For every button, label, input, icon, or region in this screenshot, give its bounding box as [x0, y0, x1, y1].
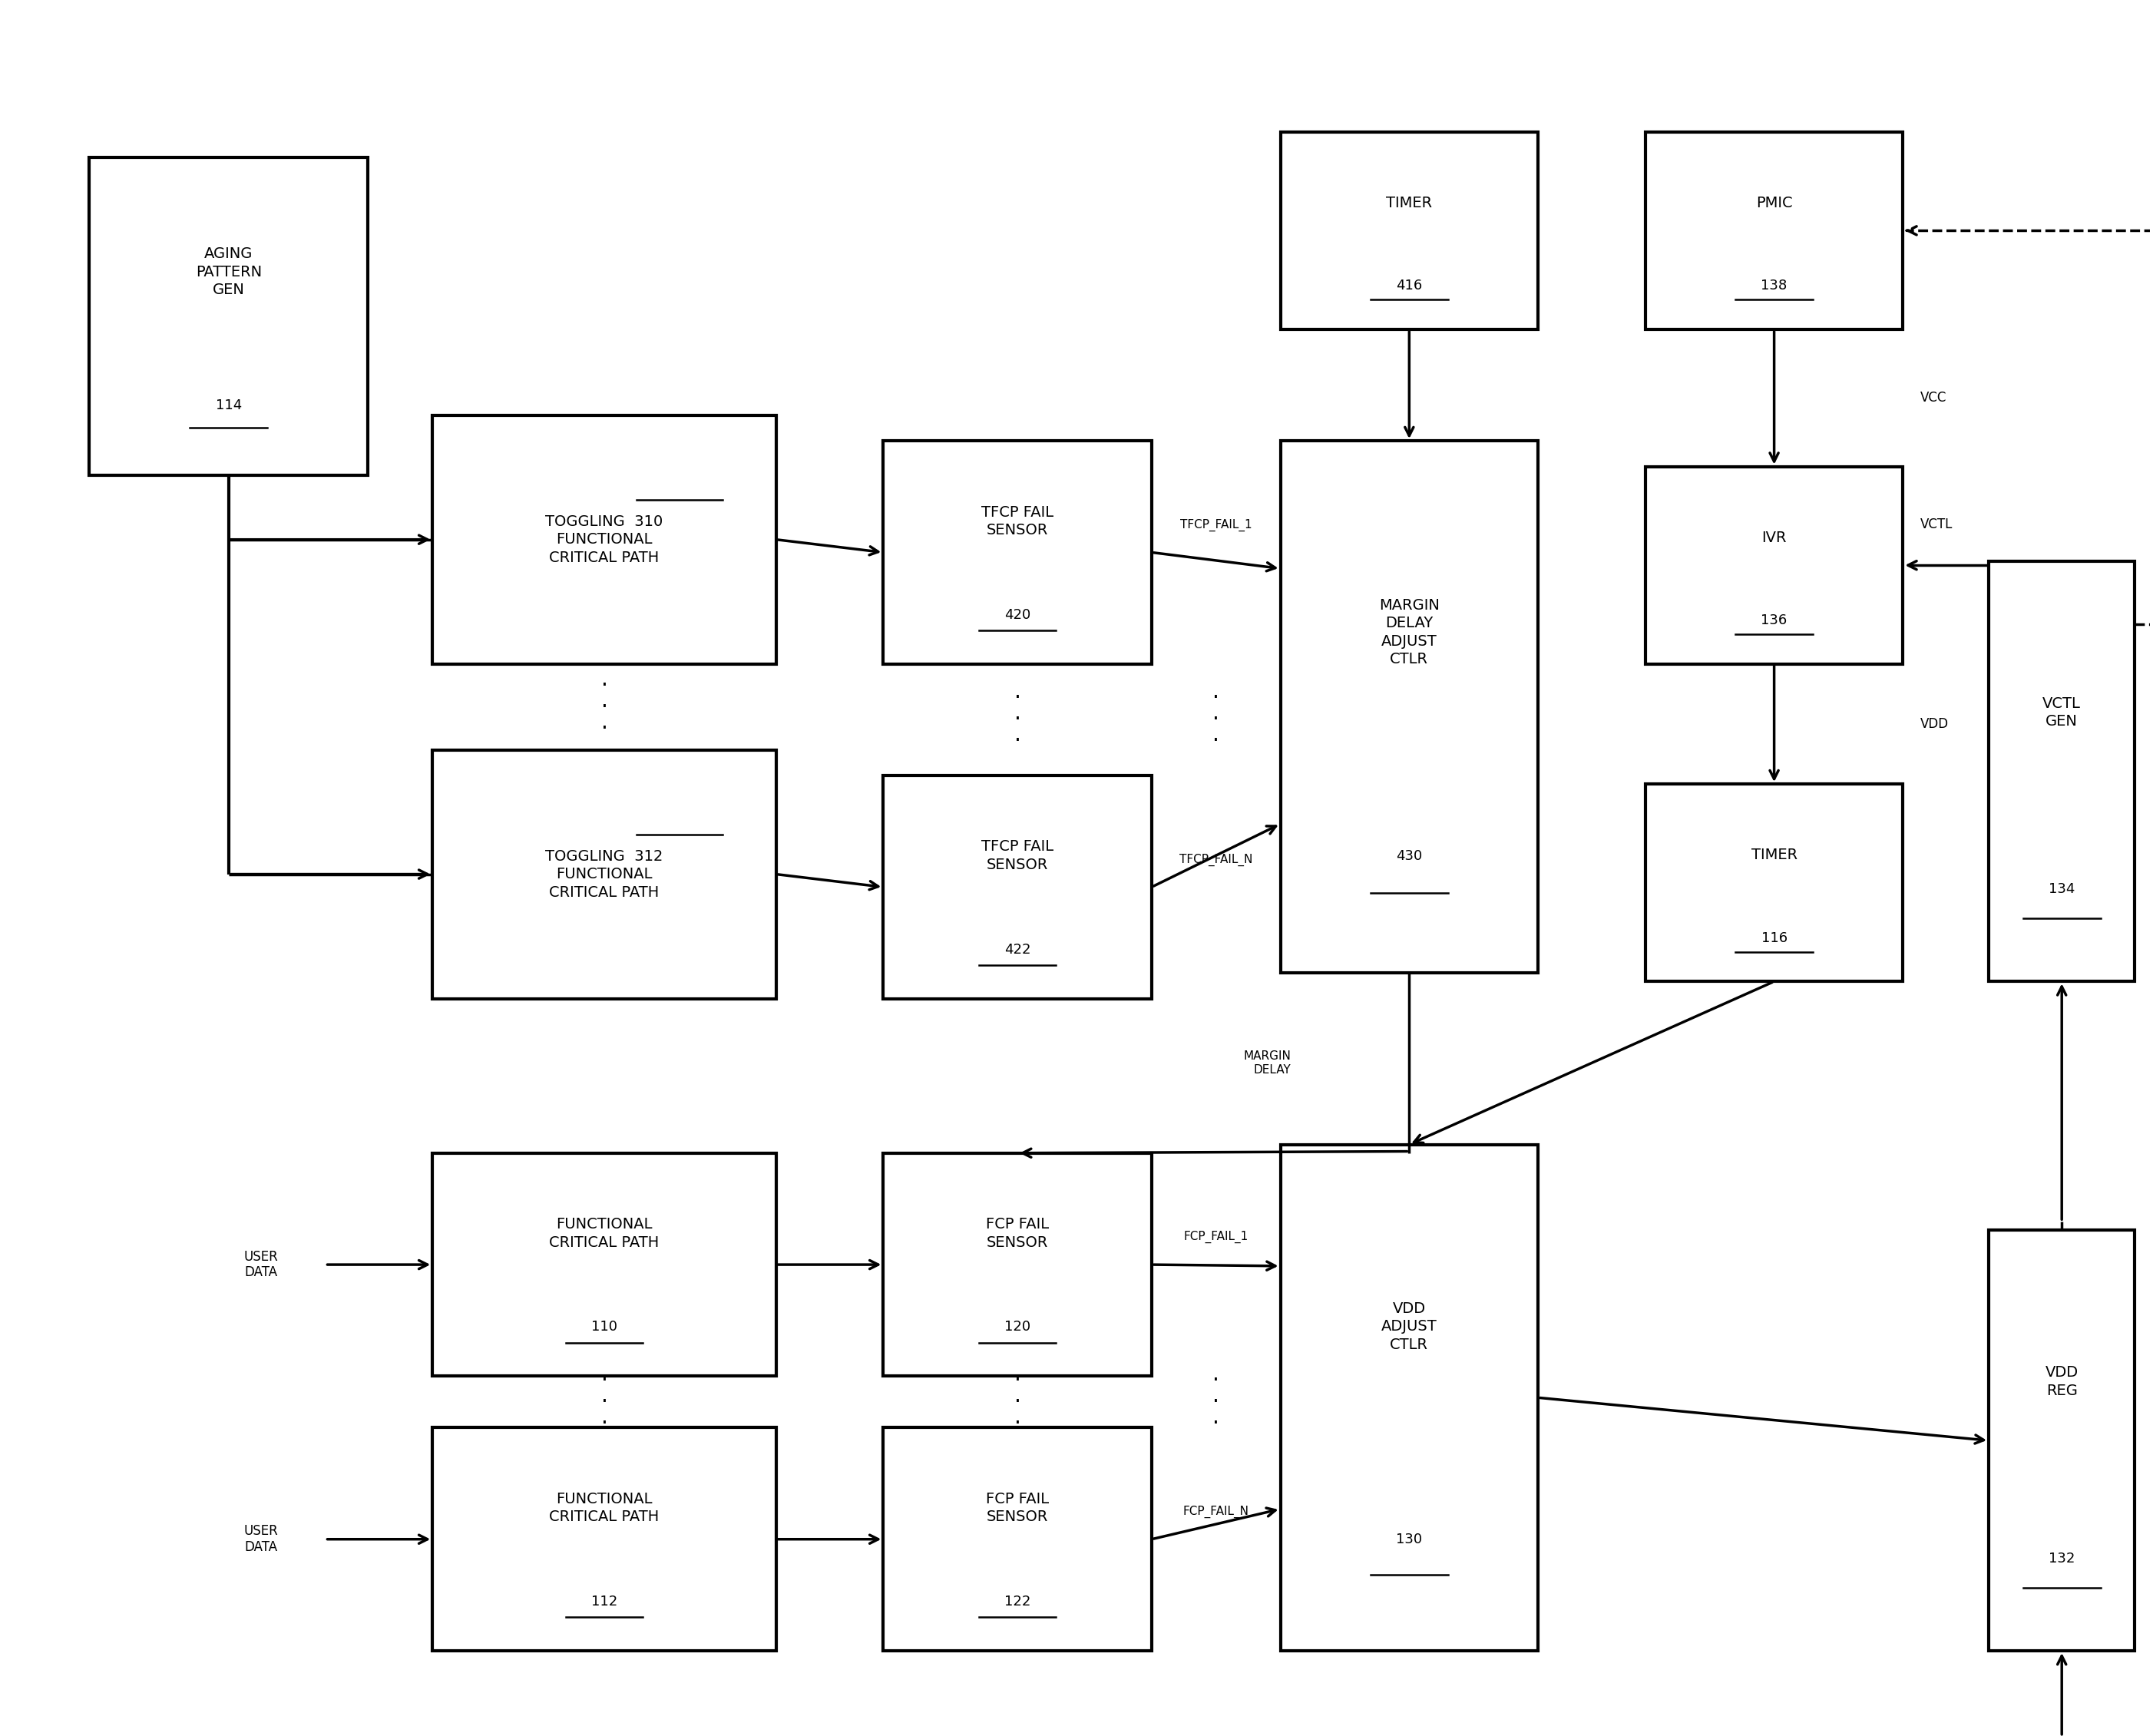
Text: TIMER: TIMER: [1387, 196, 1432, 210]
Text: VCTL: VCTL: [1920, 517, 1953, 531]
Bar: [433, 750, 775, 998]
Bar: [1281, 132, 1537, 330]
Text: PMIC: PMIC: [1757, 196, 1793, 210]
Bar: [88, 158, 368, 476]
Text: TFCP FAIL
SENSOR: TFCP FAIL SENSOR: [982, 505, 1053, 538]
Text: 422: 422: [1003, 943, 1031, 957]
Text: 420: 420: [1003, 608, 1031, 621]
Text: 116: 116: [1761, 930, 1787, 944]
Text: TFCP FAIL
SENSOR: TFCP FAIL SENSOR: [982, 840, 1053, 871]
Text: USER
DATA: USER DATA: [243, 1524, 278, 1554]
Text: 132: 132: [2050, 1552, 2075, 1566]
Bar: [433, 415, 775, 663]
Text: FCP_FAIL_1: FCP_FAIL_1: [1184, 1231, 1249, 1243]
Text: ·
·
·: · · ·: [1212, 1370, 1219, 1434]
Text: 122: 122: [1003, 1595, 1031, 1609]
Text: ·
·
·: · · ·: [601, 675, 607, 740]
Text: VDD: VDD: [1920, 717, 1948, 731]
Bar: [1989, 561, 2136, 981]
Text: FCP_FAIL_N: FCP_FAIL_N: [1182, 1505, 1249, 1517]
Text: ·
·
·: · · ·: [601, 1370, 607, 1434]
Text: FUNCTIONAL
CRITICAL PATH: FUNCTIONAL CRITICAL PATH: [549, 1217, 659, 1250]
Text: AGING
PATTERN
GEN: AGING PATTERN GEN: [196, 247, 263, 297]
Bar: [1645, 785, 1903, 981]
Text: 430: 430: [1395, 849, 1423, 863]
Text: VCTL
GEN: VCTL GEN: [2043, 696, 2082, 729]
Text: 110: 110: [592, 1319, 618, 1333]
Text: VCC: VCC: [1920, 391, 1946, 404]
Bar: [883, 441, 1152, 663]
Bar: [1989, 1231, 2136, 1651]
Text: TOGGLING  310
FUNCTIONAL
CRITICAL PATH: TOGGLING 310 FUNCTIONAL CRITICAL PATH: [545, 514, 663, 564]
Text: 120: 120: [1003, 1319, 1031, 1333]
Text: TFCP_FAIL_N: TFCP_FAIL_N: [1180, 854, 1253, 866]
Text: TOGGLING  312
FUNCTIONAL
CRITICAL PATH: TOGGLING 312 FUNCTIONAL CRITICAL PATH: [545, 849, 663, 899]
Text: USER
DATA: USER DATA: [243, 1250, 278, 1279]
Text: TFCP_FAIL_1: TFCP_FAIL_1: [1180, 519, 1253, 531]
Text: 416: 416: [1395, 279, 1423, 293]
Bar: [883, 1427, 1152, 1651]
Text: 130: 130: [1395, 1533, 1423, 1547]
Text: VDD
ADJUST
CTLR: VDD ADJUST CTLR: [1382, 1302, 1438, 1352]
Text: 114: 114: [215, 398, 241, 411]
Bar: [883, 776, 1152, 998]
Text: 136: 136: [1761, 613, 1787, 627]
Text: IVR: IVR: [1761, 529, 1787, 545]
Text: ·
·
·: · · ·: [1212, 687, 1219, 752]
Text: ·
·
·: · · ·: [1014, 1370, 1021, 1434]
Text: ·
·
·: · · ·: [1014, 687, 1021, 752]
Bar: [433, 1427, 775, 1651]
Text: TIMER: TIMER: [1750, 847, 1798, 863]
Text: MARGIN
DELAY: MARGIN DELAY: [1244, 1050, 1292, 1075]
Bar: [1281, 441, 1537, 972]
Bar: [1645, 467, 1903, 663]
Text: FCP FAIL
SENSOR: FCP FAIL SENSOR: [986, 1491, 1049, 1524]
Bar: [433, 1153, 775, 1377]
Bar: [883, 1153, 1152, 1377]
Bar: [1645, 132, 1903, 330]
Text: MARGIN
DELAY
ADJUST
CTLR: MARGIN DELAY ADJUST CTLR: [1378, 597, 1440, 667]
Text: FUNCTIONAL
CRITICAL PATH: FUNCTIONAL CRITICAL PATH: [549, 1491, 659, 1524]
Text: VDD
REG: VDD REG: [2045, 1364, 2078, 1397]
Bar: [1281, 1144, 1537, 1651]
Text: FCP FAIL
SENSOR: FCP FAIL SENSOR: [986, 1217, 1049, 1250]
Text: 138: 138: [1761, 279, 1787, 293]
Text: 134: 134: [2050, 882, 2075, 896]
Text: 112: 112: [592, 1595, 618, 1609]
